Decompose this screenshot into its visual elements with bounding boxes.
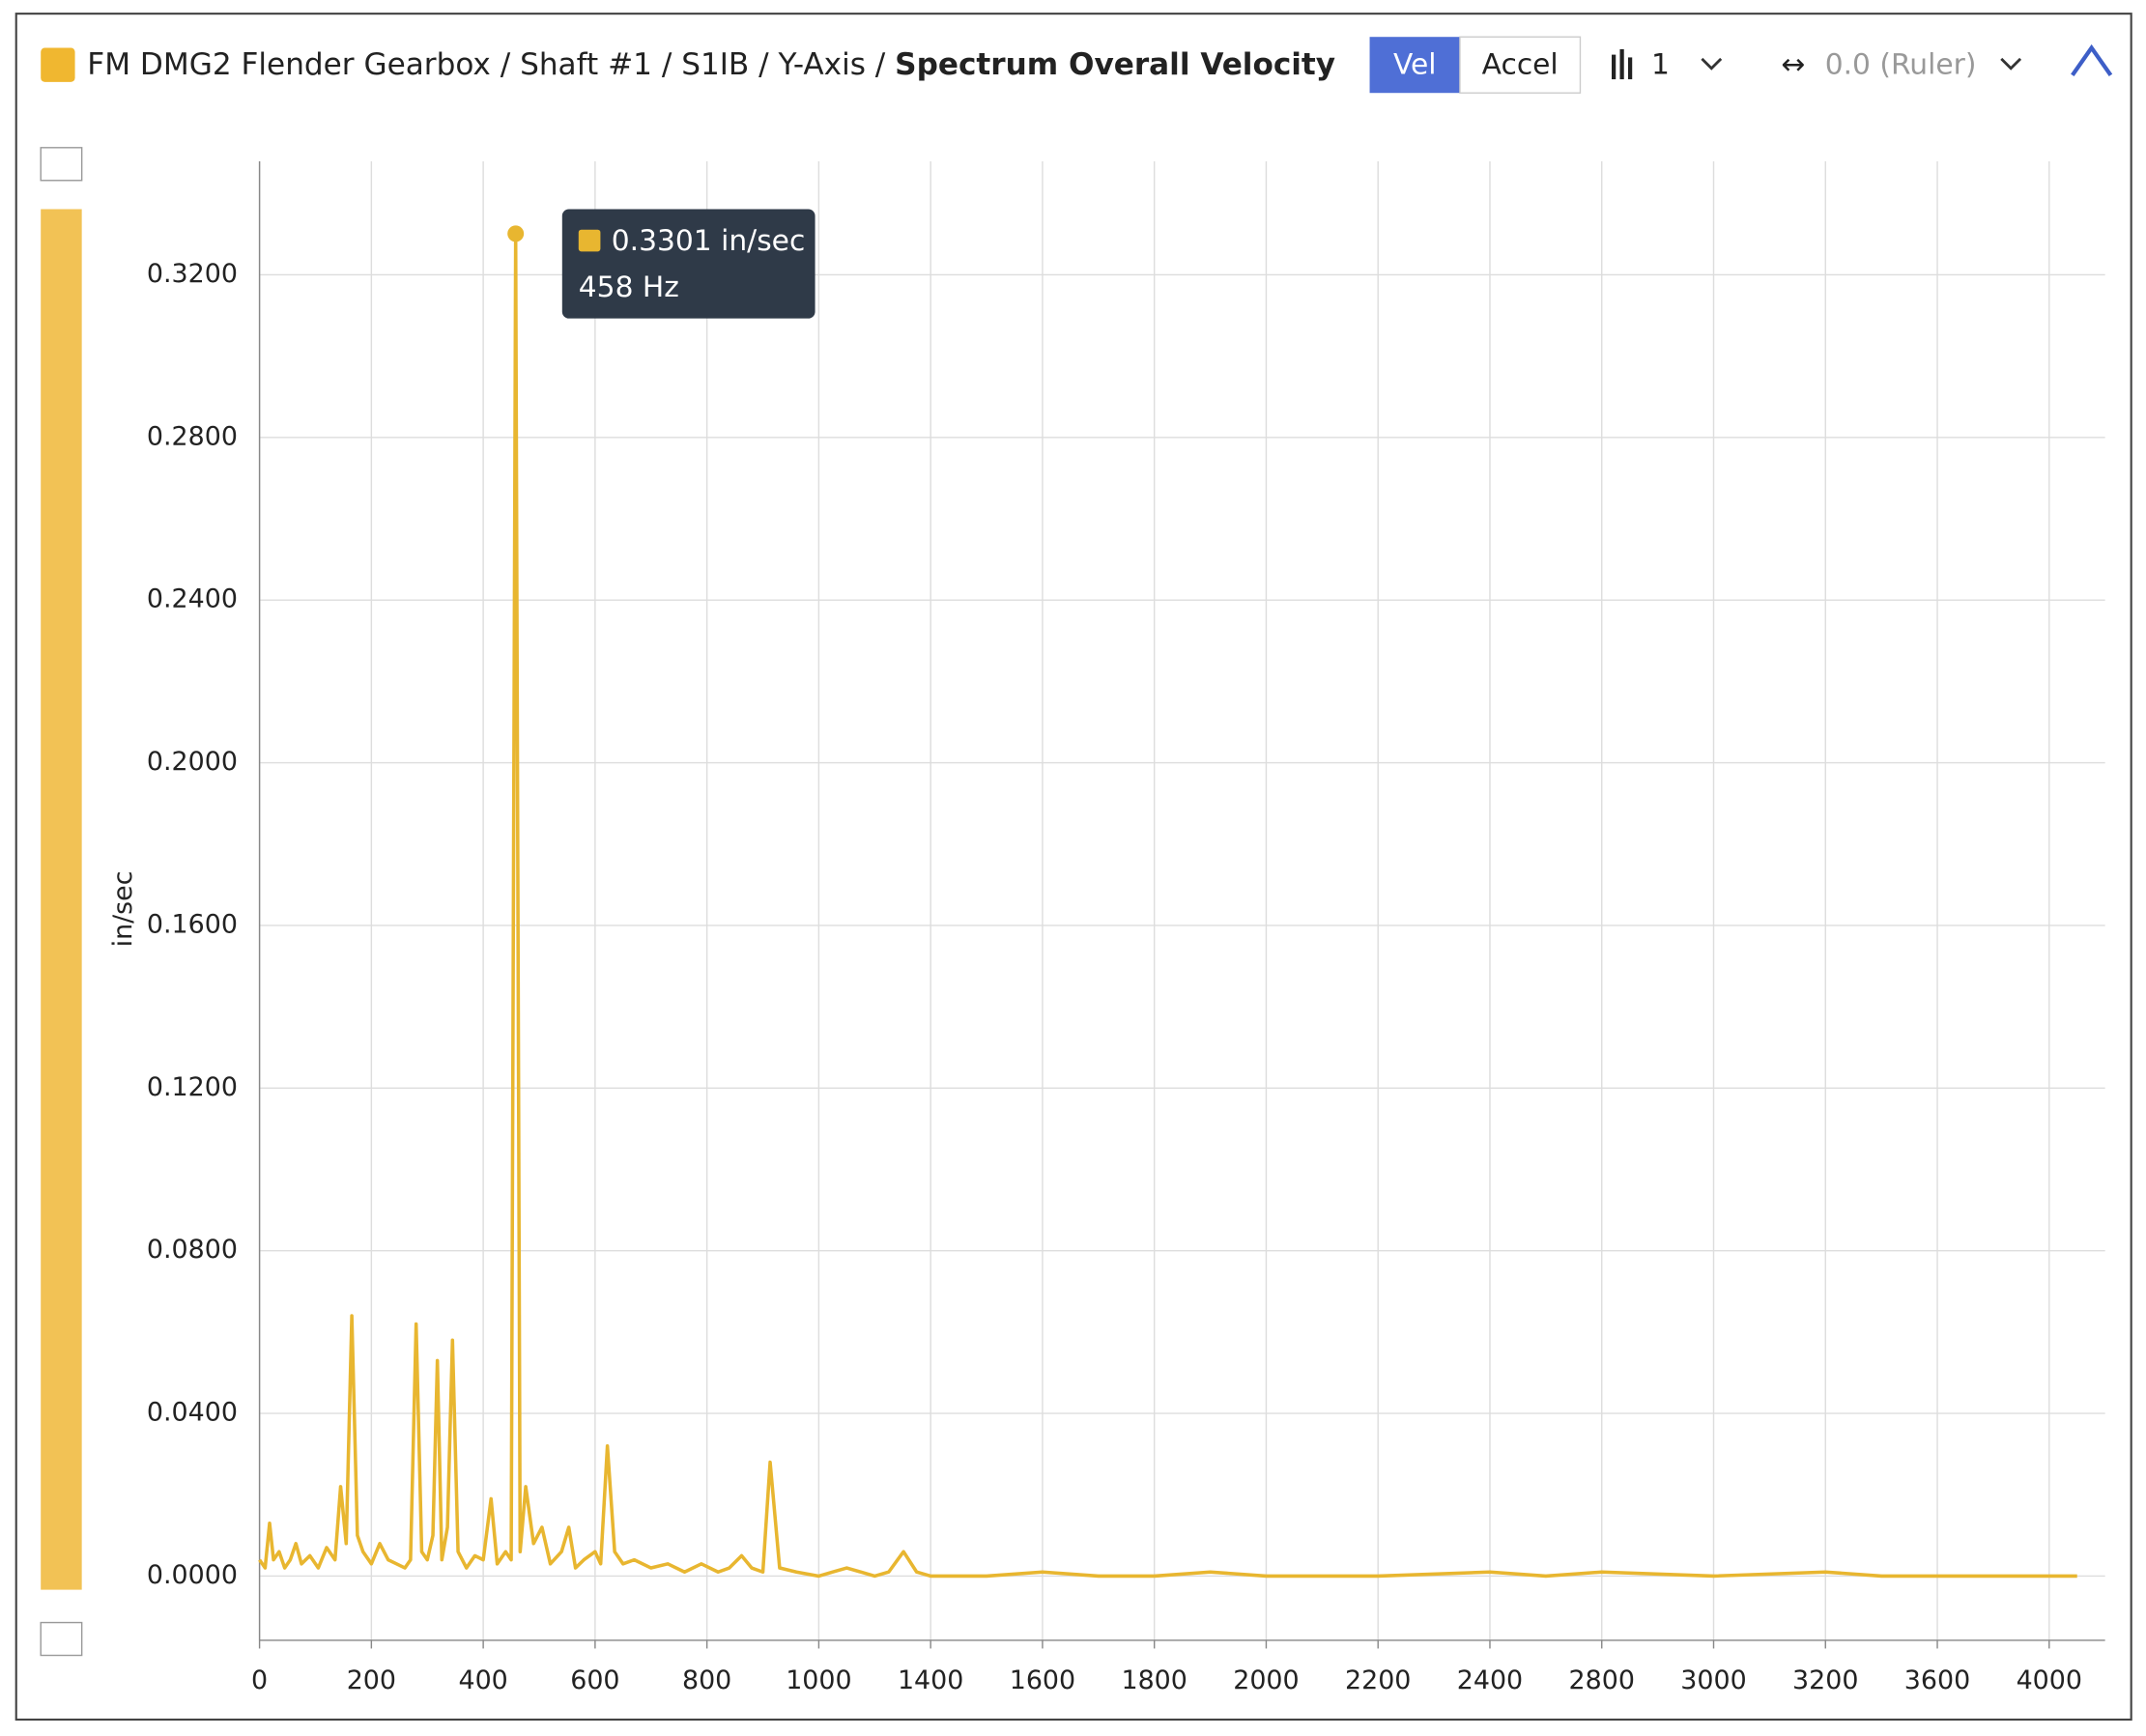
accel-button[interactable] [1459,36,1582,94]
tooltip-swatch [578,229,601,252]
x-tick-label: 2400 [1457,1665,1523,1695]
x-tick-label: 1000 [786,1665,851,1695]
ruler-icon: ↔ [1781,47,1805,81]
slider-handle[interactable] [40,1621,83,1657]
x-tick-label: 1800 [1121,1665,1187,1695]
x-tick-label: 4000 [2017,1665,2082,1695]
y-tick-label: 0.1600 [147,909,238,939]
dropdown-arrow[interactable] [2000,57,2022,71]
y-tick-label: 0.0000 [147,1560,238,1590]
y-tick-label: 0.1200 [147,1072,238,1102]
tooltip: 0.3301 in/sec 458 Hz [561,209,815,319]
x-tick-label: 3600 [1904,1665,1970,1695]
y-tick-label: 0.3200 [147,259,238,289]
slider-track[interactable] [41,209,82,1590]
spectrum-line [258,232,2077,1579]
x-tick-label: 2000 [1233,1665,1299,1695]
y-tick-label: 0.2800 [147,421,238,451]
peak-marker [507,225,525,242]
slider-handle[interactable] [40,147,83,182]
legend-swatch [41,47,75,82]
title-bold: Spectrum Overall Velocity [895,47,1335,82]
y-tick-label: 0.0400 [147,1398,238,1428]
y-tick-label: 0.2400 [147,584,238,614]
title: FM DMG2 Flender Gearbox / Shaft #1 / S1I… [87,47,1335,82]
x-tick-label: 3200 [1792,1665,1858,1695]
x-tick-label: 1600 [1010,1665,1075,1695]
x-tick-label: 2800 [1569,1665,1635,1695]
tooltip-freq: 458 Hz [579,270,679,304]
y-tick-label: 0.0800 [147,1235,238,1265]
dropdown-arrow[interactable] [1701,57,1723,71]
bars-count: 1 [1651,47,1670,81]
x-tick-label: 800 [682,1665,731,1695]
x-tick-label: 200 [347,1665,396,1695]
y-axis-label: in/sec [108,871,138,948]
x-tick-label: 3000 [1680,1665,1746,1695]
x-tick-label: 600 [570,1665,619,1695]
x-tick-label: 400 [458,1665,507,1695]
collapse-button[interactable] [2071,43,2113,77]
title-path: FM DMG2 Flender Gearbox / Shaft #1 / S1I… [87,47,895,82]
frame [14,13,2132,1722]
x-tick-label: 1400 [898,1665,963,1695]
bars-icon[interactable] [1611,48,1633,80]
vel-label: Vel [1393,47,1437,81]
y-tick-label: 0.2000 [147,747,238,777]
tooltip-value: 0.3301 in/sec [612,224,806,258]
x-tick-label: 2200 [1345,1665,1411,1695]
x-tick-label: 0 [251,1665,268,1695]
vel-button[interactable] [1369,37,1460,94]
tooltip-box [561,209,815,319]
accel-label: Accel [1482,47,1559,81]
ruler-label[interactable]: 0.0 (Ruler) [1825,47,1977,81]
